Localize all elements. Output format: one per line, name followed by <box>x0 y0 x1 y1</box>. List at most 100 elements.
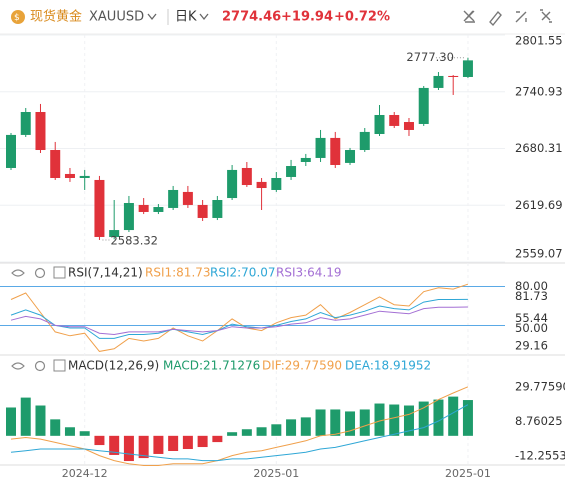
candle-body <box>109 230 120 237</box>
candle-body <box>418 87 429 124</box>
gear-icon[interactable] <box>34 360 46 372</box>
tool-expand[interactable] <box>540 9 552 23</box>
y-tick-label: 80.00 <box>515 279 548 293</box>
candle-body <box>35 111 46 151</box>
legend-entry: RSI2:70.07 <box>210 266 276 280</box>
macd-bar <box>256 427 267 436</box>
y-tick-label: 2559.07 <box>515 247 563 261</box>
eye-icon[interactable] <box>11 269 25 277</box>
candle-body <box>256 181 267 189</box>
candle-body <box>241 167 252 186</box>
y-tick-label: -12.25539 <box>515 449 565 463</box>
macd-bar <box>182 435 193 450</box>
symbol-name[interactable]: 现货黄金 <box>30 9 82 25</box>
macd-bar <box>212 435 223 443</box>
panel-title: MACD(12,26,9) <box>68 359 159 373</box>
macd-bar <box>168 435 179 451</box>
candle-body <box>374 114 385 134</box>
change: +19.94 <box>281 10 333 25</box>
legend-entry: RSI1:81.73 <box>145 266 211 280</box>
low-label: 2583.32 <box>110 233 158 247</box>
x-tick-label: 2025-01 <box>253 467 299 480</box>
candle-body <box>462 60 473 77</box>
y-tick-label: 81.73 <box>515 289 548 303</box>
macd-bar <box>286 419 297 436</box>
candle-body <box>123 202 134 231</box>
legend-entry: RSI3:64.19 <box>276 266 342 280</box>
tool-fullscreen[interactable] <box>515 11 527 23</box>
macd-bar <box>359 409 370 436</box>
symbol-icon-glyph: $ <box>14 13 20 23</box>
dropdown-caret[interactable] <box>199 13 209 21</box>
rsi-line <box>10 283 469 352</box>
candle-body <box>345 150 356 163</box>
candle-body <box>433 75 444 88</box>
candle-body <box>300 157 311 162</box>
macd-bar <box>330 409 341 436</box>
gear-icon[interactable] <box>34 267 46 279</box>
macd-bar <box>403 405 414 436</box>
candle-body <box>448 75 459 77</box>
macd-bar <box>433 399 444 436</box>
dropdown-caret[interactable] <box>147 13 157 21</box>
high-label: 2777.30 <box>406 50 454 64</box>
y-tick-label: 55.44 <box>515 311 548 325</box>
y-tick-label: 29.77590 <box>515 379 565 393</box>
candle-body <box>182 191 193 205</box>
panel-icons <box>11 267 46 372</box>
macd-bar <box>6 407 16 436</box>
macd-bar <box>300 417 311 436</box>
change-pct: +0.72% <box>334 10 390 25</box>
collapse-icon[interactable] <box>53 266 66 279</box>
symbol-icon <box>11 10 25 24</box>
candle-body <box>389 114 400 126</box>
candle-body <box>330 137 341 165</box>
candle-body <box>79 175 90 178</box>
toolbar <box>463 9 552 27</box>
x-tick-label: 2024-12 <box>62 467 108 480</box>
tool-pen[interactable] <box>489 10 502 27</box>
y-tick-label: 8.76025 <box>515 414 563 428</box>
macd-bar <box>241 429 252 436</box>
candle-body <box>286 166 297 177</box>
macd-bar <box>79 431 90 436</box>
eye-icon[interactable] <box>11 362 25 370</box>
macd-line <box>10 404 469 462</box>
candle-body <box>6 134 16 168</box>
macd-bar <box>94 435 105 446</box>
macd-bar <box>197 435 208 448</box>
candle-body <box>20 111 31 135</box>
candle-body <box>153 207 164 212</box>
x-tick-label: 2025-01 <box>445 467 491 480</box>
period[interactable]: 日K <box>175 10 197 25</box>
candle-body <box>138 204 149 212</box>
symbol-code[interactable]: XAUUSD <box>89 10 144 25</box>
macd-bar <box>50 419 61 436</box>
macd-bar <box>448 396 459 436</box>
panel-title: RSI(7,14,21) <box>68 266 143 280</box>
macd-bar <box>35 405 46 436</box>
macd-bar <box>462 400 473 436</box>
macd-bar <box>20 397 31 436</box>
collapse-icon[interactable] <box>53 359 66 372</box>
macd-bar <box>138 435 149 459</box>
candle-body <box>197 204 208 218</box>
y-tick-label: 2619.69 <box>515 198 563 212</box>
macd-bar <box>109 435 120 455</box>
candle-body <box>359 131 370 151</box>
price: 2774.46 <box>222 10 281 25</box>
y-tick-label: 50.00 <box>515 321 548 335</box>
macd-bar <box>123 435 134 462</box>
macd-bar <box>389 404 400 436</box>
y-tick-label: 29.16 <box>515 339 548 353</box>
rsi-line <box>10 306 468 336</box>
candle-body <box>227 169 238 199</box>
candle-body <box>168 189 179 208</box>
y-tick-label: 2801.55 <box>515 34 563 48</box>
legend-entry: MACD:21.71276 <box>163 359 260 373</box>
macd-bar <box>374 403 385 436</box>
macd-bar <box>153 435 164 454</box>
candle-body <box>212 199 223 218</box>
tool-draw[interactable] <box>465 10 475 23</box>
